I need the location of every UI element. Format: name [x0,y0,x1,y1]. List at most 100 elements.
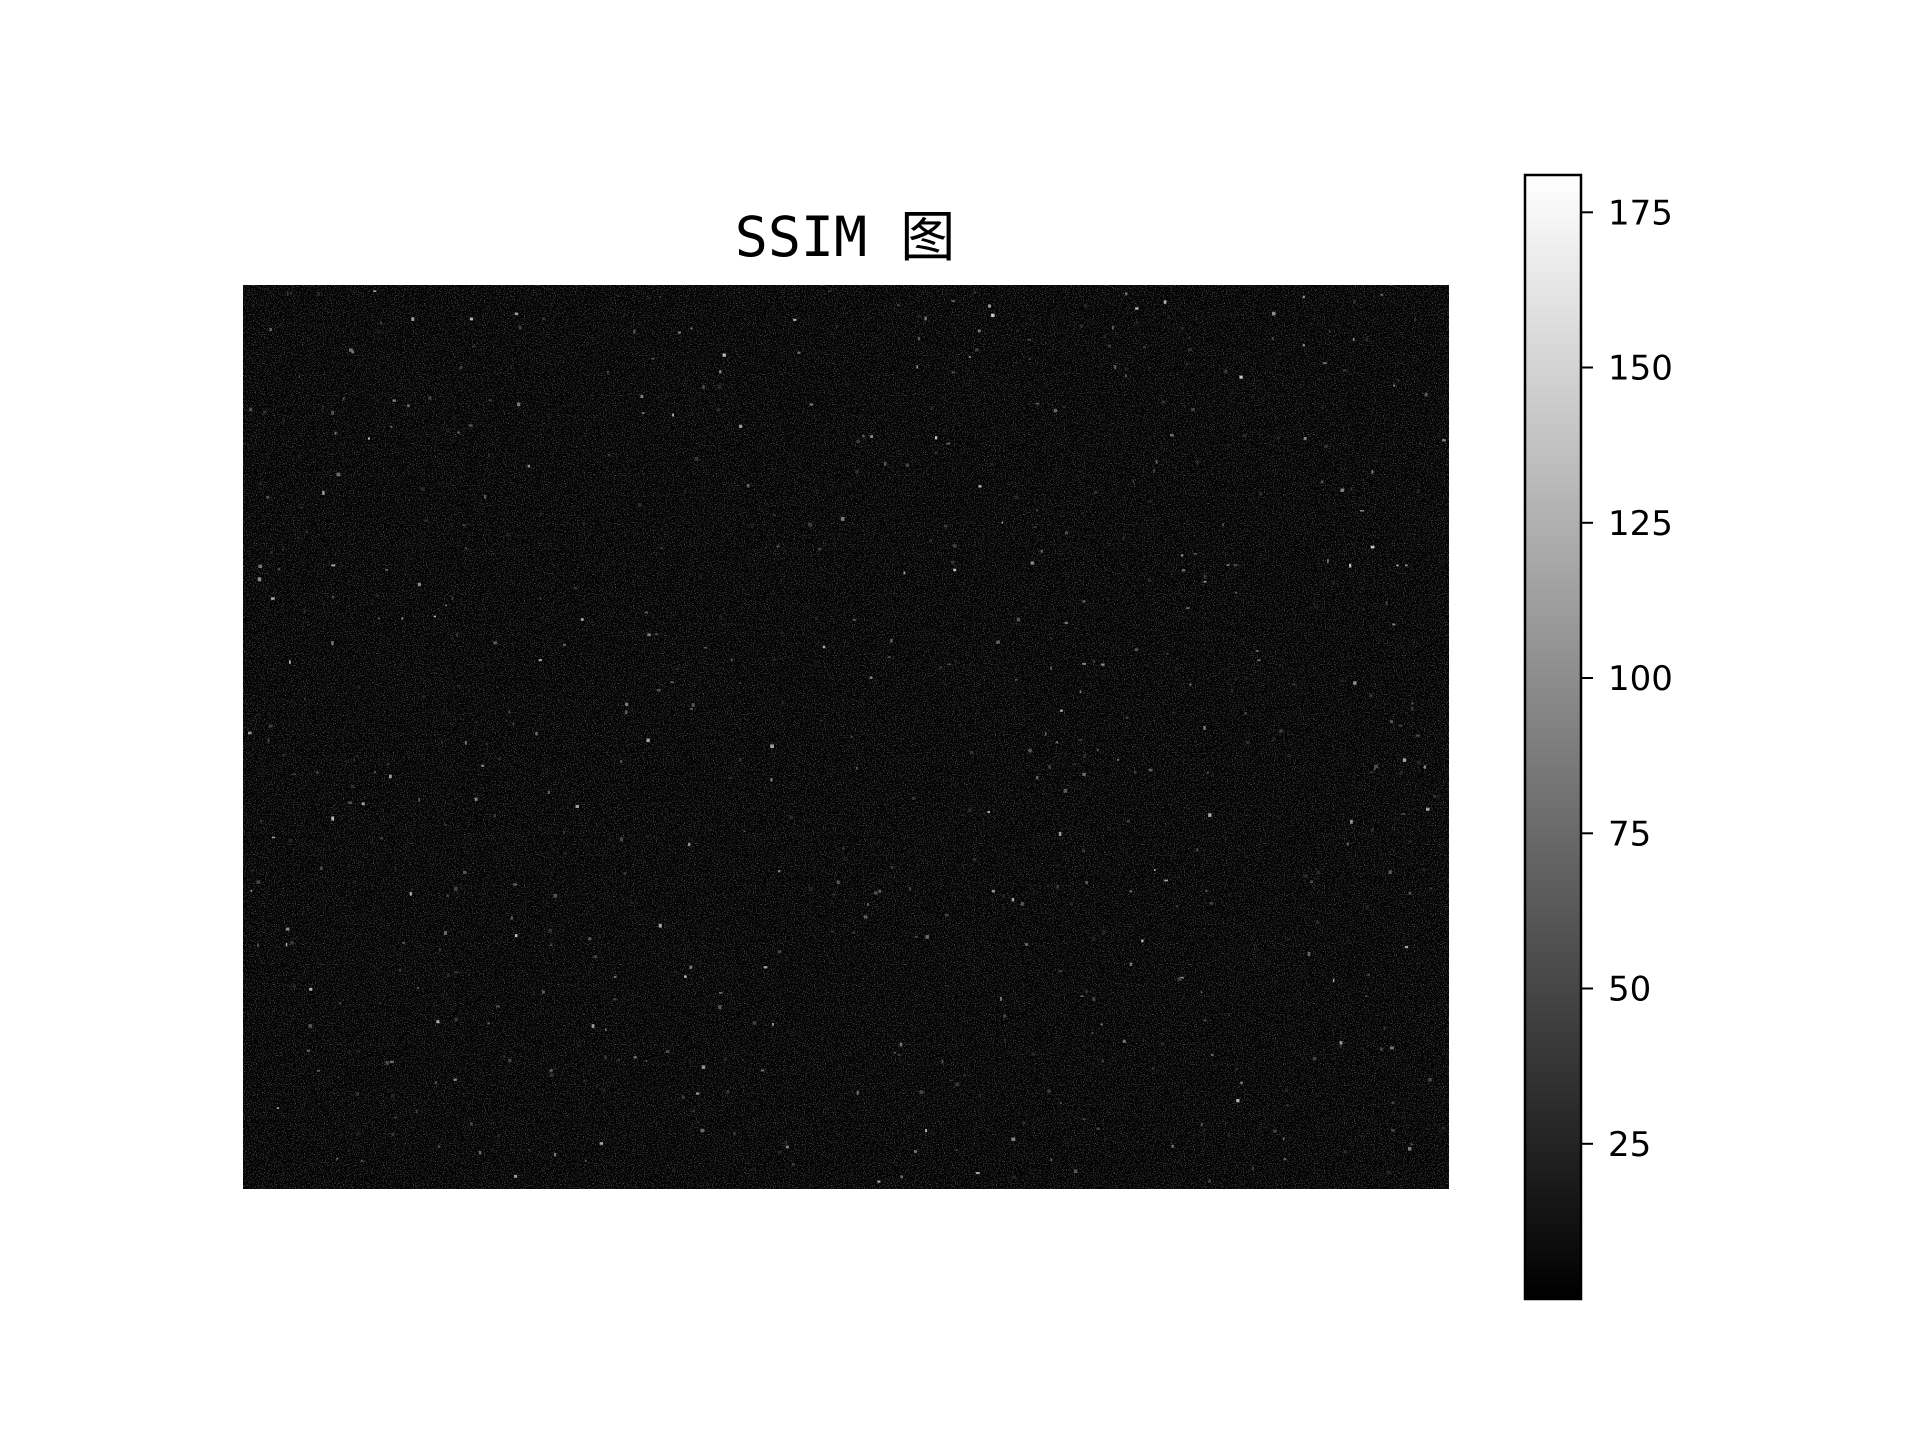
heatmap-speck [517,402,521,407]
heatmap-speck [687,842,691,847]
heatmap-speck [394,867,397,871]
heatmap-speck [1092,937,1096,941]
heatmap-speck [1428,386,1430,389]
heatmap-speck [1259,491,1263,496]
heatmap-speck [1312,1056,1317,1061]
heatmap-speck [1044,383,1049,388]
heatmap-speck [1002,894,1005,898]
heatmap-speck [316,1069,320,1072]
heatmap-speck [991,889,995,893]
heatmap-speck [1079,690,1082,694]
heatmap-speck [372,1027,376,1029]
heatmap-speck [617,1058,620,1062]
heatmap-speck [472,345,476,348]
heatmap-speck [943,524,948,528]
heatmap-speck [297,454,302,458]
heatmap-speck [446,973,450,977]
heatmap-speck [1058,970,1063,973]
heatmap-speck [596,707,599,709]
heatmap-speck [806,605,810,609]
heatmap-speck [1307,866,1310,869]
heatmap-speck [1082,849,1085,853]
heatmap-speck [1149,1102,1152,1105]
heatmap-speck [701,486,703,490]
heatmap-speck [410,888,414,891]
heatmap-speck [1404,790,1406,794]
heatmap-speck [722,624,726,626]
heatmap-speck [391,1094,395,1098]
heatmap-speck [862,434,865,438]
heatmap-speck [692,1109,695,1113]
heatmap-speck [1106,597,1110,601]
heatmap-speck [1393,384,1396,387]
heatmap-speck [840,517,845,521]
heatmap-speck [1055,581,1059,584]
heatmap-speck [1129,890,1133,893]
heatmap-speck [331,501,335,505]
heatmap-speck [808,522,812,527]
heatmap-speck [1369,694,1372,698]
heatmap-speck [309,987,313,991]
heatmap-speck [514,934,518,938]
colorbar-tick-label: 75 [1608,814,1651,854]
heatmap-speck [360,1160,364,1162]
heatmap-speck [666,1050,670,1054]
heatmap-speck [322,405,324,410]
heatmap-speck [1436,796,1440,800]
heatmap-speck [281,548,284,551]
heatmap-speck [1101,663,1105,666]
heatmap-speck [540,693,544,696]
heatmap-speck [376,329,381,334]
heatmap-speck [1011,846,1015,850]
heatmap-speck [672,413,674,417]
heatmap-speck [623,313,626,316]
heatmap-speck [1085,881,1088,884]
heatmap-speck [1411,702,1414,705]
heatmap-speck [1064,621,1068,624]
heatmap-speck [1218,983,1223,987]
heatmap-speck [408,380,411,385]
heatmap-speck [252,304,255,308]
heatmap-speck [821,1035,824,1040]
heatmap-speck [496,1005,500,1008]
heatmap-speck [348,1050,351,1054]
heatmap-speck [1096,748,1099,751]
heatmap-speck [510,365,512,370]
heatmap-speck [1275,416,1278,419]
heatmap-speck [718,384,722,389]
heatmap-speck [544,771,548,775]
heatmap-speck [1285,1104,1289,1107]
heatmap-speck [646,738,650,743]
heatmap-speck [267,738,270,743]
heatmap-speck [257,577,262,582]
heatmap-speck [401,617,404,620]
heatmap-speck [850,735,853,738]
heatmap-speck [700,1128,705,1133]
heatmap-speck [1343,369,1347,372]
heatmap-speck [496,686,499,688]
heatmap-speck [836,880,840,885]
heatmap-speck [1243,433,1247,438]
heatmap-speck [1389,1046,1394,1050]
heatmap-speck [1240,1081,1243,1085]
heatmap-speck [298,375,301,379]
heatmap-speck [903,571,906,575]
heatmap-speck [606,370,610,374]
heatmap-speck [1147,366,1150,370]
heatmap-speck [268,724,273,728]
heatmap-speck [403,356,406,359]
heatmap-speck [1244,712,1247,715]
heatmap-speck [249,407,253,412]
heatmap-speck [581,618,584,621]
heatmap-speck [1417,489,1420,494]
heatmap-speck [420,487,425,491]
heatmap-speck [305,531,308,533]
heatmap-speck [789,815,793,819]
heatmap-speck [1301,748,1303,753]
heatmap-speck [1030,561,1034,565]
heatmap-speck [665,924,669,929]
heatmap-speck [738,727,741,731]
heatmap-speck [459,366,462,370]
heatmap-speck [441,740,443,745]
heatmap-speck [1034,526,1037,529]
